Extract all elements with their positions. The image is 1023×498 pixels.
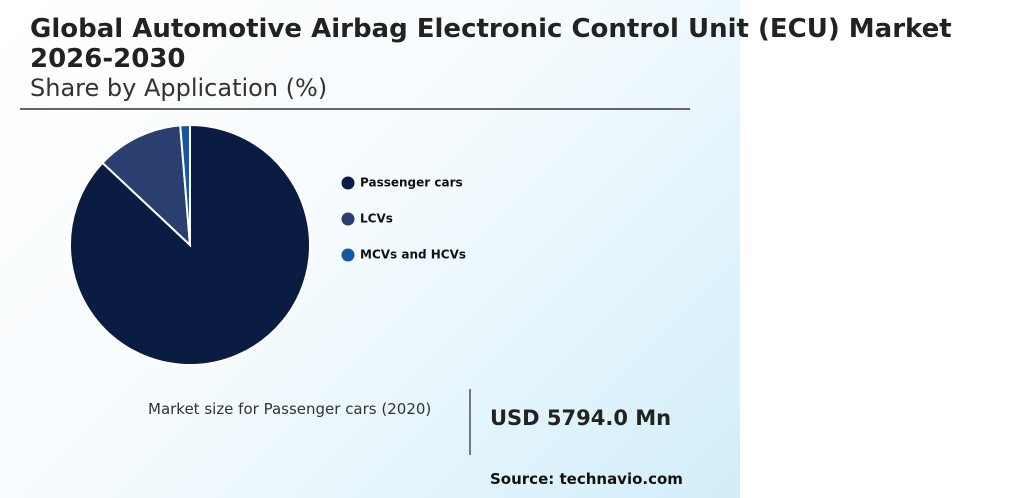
market-size-value: USD 5794.0 Mn xyxy=(490,406,672,430)
legend-marker xyxy=(341,176,355,190)
pie-slice xyxy=(69,123,311,366)
pie-slice xyxy=(101,124,192,248)
legend-marker xyxy=(341,212,355,226)
source: Source: technavio.com xyxy=(490,470,683,488)
chart-title: Global Automotive Airbag Electronic Cont… xyxy=(30,14,952,74)
divider xyxy=(469,389,471,455)
legend-label: LCVs xyxy=(360,212,393,226)
divider xyxy=(20,108,690,110)
legend-label: Passenger cars xyxy=(360,176,463,190)
market-size-label: Market size for Passenger cars (2020) xyxy=(148,400,432,418)
pie-slice xyxy=(179,123,191,246)
legend-marker xyxy=(341,248,355,262)
chart: Passenger cars LCVs MCVs and HCVs xyxy=(69,123,466,366)
legend-label: MCVs and HCVs xyxy=(360,248,466,262)
chart-subtitle: Share by Application (%) xyxy=(30,74,328,102)
